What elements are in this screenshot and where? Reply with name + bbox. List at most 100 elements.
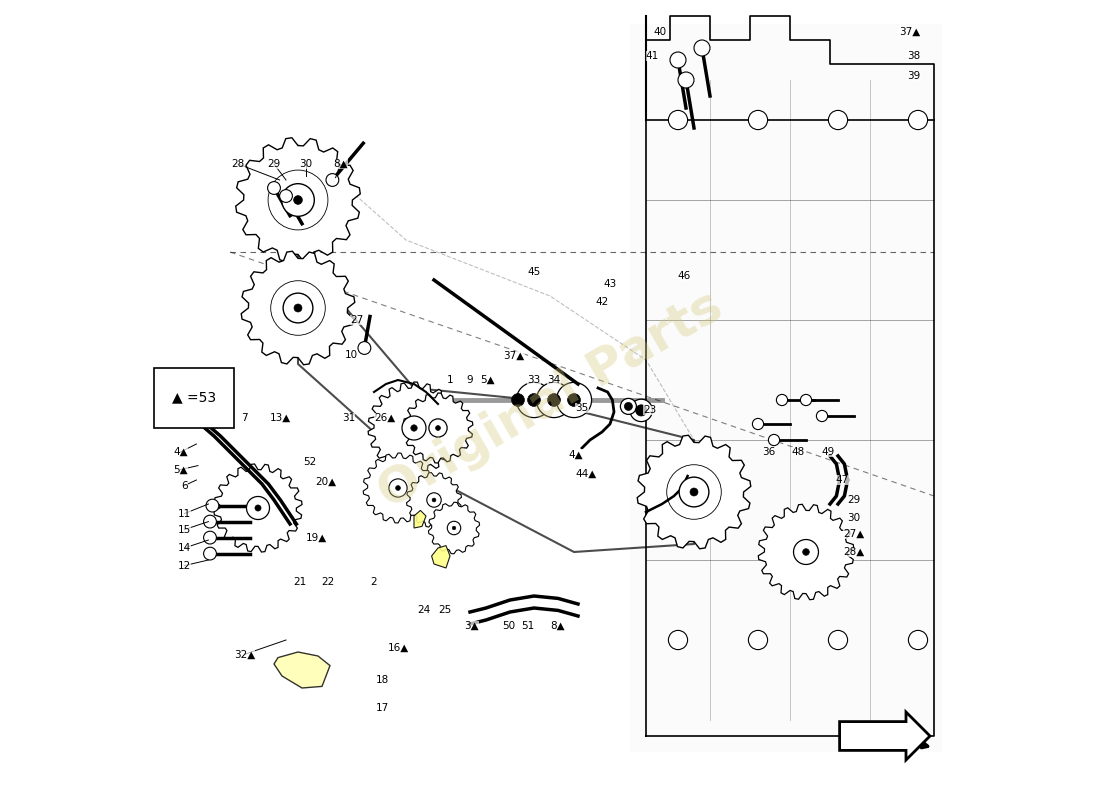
- Circle shape: [396, 486, 400, 490]
- Circle shape: [748, 630, 768, 650]
- Text: 4▲: 4▲: [569, 450, 583, 459]
- Text: 40: 40: [653, 27, 667, 37]
- Circle shape: [448, 522, 461, 534]
- Text: 17: 17: [375, 703, 388, 713]
- Polygon shape: [637, 435, 751, 549]
- Text: 23: 23: [644, 405, 657, 414]
- Circle shape: [358, 342, 371, 354]
- Polygon shape: [839, 712, 930, 760]
- Text: 45: 45: [527, 267, 540, 277]
- Polygon shape: [241, 251, 355, 365]
- Polygon shape: [235, 138, 361, 262]
- Text: 13▲: 13▲: [270, 413, 292, 422]
- Circle shape: [670, 52, 686, 68]
- Circle shape: [283, 293, 312, 323]
- Text: 28▲: 28▲: [844, 547, 865, 557]
- Text: 27: 27: [350, 315, 363, 325]
- Polygon shape: [630, 24, 942, 752]
- Circle shape: [816, 410, 827, 422]
- Circle shape: [548, 394, 560, 406]
- Text: 14: 14: [178, 543, 191, 553]
- Text: 26▲: 26▲: [374, 413, 395, 422]
- Circle shape: [690, 488, 698, 496]
- Circle shape: [389, 479, 407, 497]
- Text: 32▲: 32▲: [234, 650, 255, 659]
- Circle shape: [255, 505, 261, 511]
- Circle shape: [427, 493, 441, 507]
- Circle shape: [452, 526, 455, 530]
- Text: 35: 35: [575, 403, 589, 413]
- Text: 39: 39: [908, 71, 921, 81]
- Circle shape: [694, 40, 710, 56]
- Circle shape: [512, 394, 525, 406]
- Circle shape: [410, 425, 417, 431]
- Text: 42: 42: [595, 297, 608, 306]
- Circle shape: [294, 196, 302, 204]
- Text: 30: 30: [847, 513, 860, 522]
- Circle shape: [282, 184, 315, 216]
- Text: 49: 49: [822, 447, 835, 457]
- Text: 6: 6: [182, 481, 188, 490]
- Text: 52: 52: [304, 458, 317, 467]
- Circle shape: [909, 110, 927, 130]
- Text: 50: 50: [502, 621, 515, 630]
- Text: 5▲: 5▲: [173, 465, 188, 474]
- Text: 31: 31: [342, 413, 355, 422]
- Circle shape: [246, 497, 270, 519]
- Circle shape: [752, 418, 763, 430]
- Text: 8▲: 8▲: [333, 159, 348, 169]
- Text: ▲ =53: ▲ =53: [172, 390, 216, 405]
- Circle shape: [557, 382, 592, 418]
- Text: 38: 38: [908, 51, 921, 61]
- Circle shape: [828, 630, 848, 650]
- Text: 16▲: 16▲: [387, 643, 408, 653]
- Text: 22: 22: [321, 577, 334, 586]
- FancyBboxPatch shape: [154, 368, 234, 428]
- Circle shape: [516, 382, 551, 418]
- Text: 18: 18: [375, 675, 388, 685]
- Circle shape: [429, 419, 447, 437]
- Circle shape: [909, 630, 927, 650]
- Circle shape: [528, 394, 540, 406]
- Text: 8▲: 8▲: [551, 621, 565, 630]
- Text: 33: 33: [527, 375, 540, 385]
- Circle shape: [678, 72, 694, 88]
- Circle shape: [568, 394, 581, 406]
- Circle shape: [436, 426, 440, 430]
- Circle shape: [777, 394, 788, 406]
- Text: 46: 46: [678, 271, 691, 281]
- Circle shape: [402, 416, 426, 440]
- Text: 37▲: 37▲: [900, 27, 921, 37]
- Circle shape: [630, 399, 652, 422]
- Circle shape: [803, 549, 810, 555]
- Circle shape: [669, 630, 688, 650]
- Text: 29: 29: [847, 495, 860, 505]
- Circle shape: [279, 190, 293, 202]
- Text: 48: 48: [791, 447, 804, 457]
- Circle shape: [636, 405, 647, 416]
- Circle shape: [669, 110, 688, 130]
- Text: Original Parts: Original Parts: [370, 282, 730, 518]
- Text: 4▲: 4▲: [173, 447, 188, 457]
- Text: 21: 21: [293, 577, 306, 586]
- Circle shape: [679, 477, 708, 507]
- Circle shape: [625, 402, 632, 410]
- Circle shape: [769, 434, 780, 446]
- Text: 15: 15: [178, 525, 191, 534]
- Text: 2: 2: [371, 577, 377, 586]
- Text: 24: 24: [417, 605, 430, 614]
- Circle shape: [537, 382, 572, 418]
- Circle shape: [204, 531, 217, 544]
- Text: 51: 51: [521, 621, 535, 630]
- Circle shape: [828, 110, 848, 130]
- Circle shape: [620, 398, 637, 414]
- Text: 44▲: 44▲: [575, 469, 596, 478]
- Polygon shape: [274, 652, 330, 688]
- Circle shape: [206, 499, 219, 512]
- Text: 37▲: 37▲: [504, 351, 525, 361]
- Circle shape: [793, 539, 818, 565]
- Text: 41: 41: [646, 51, 659, 61]
- Text: 20▲: 20▲: [316, 477, 337, 486]
- Text: 5▲: 5▲: [481, 375, 495, 385]
- Text: 12: 12: [178, 561, 191, 570]
